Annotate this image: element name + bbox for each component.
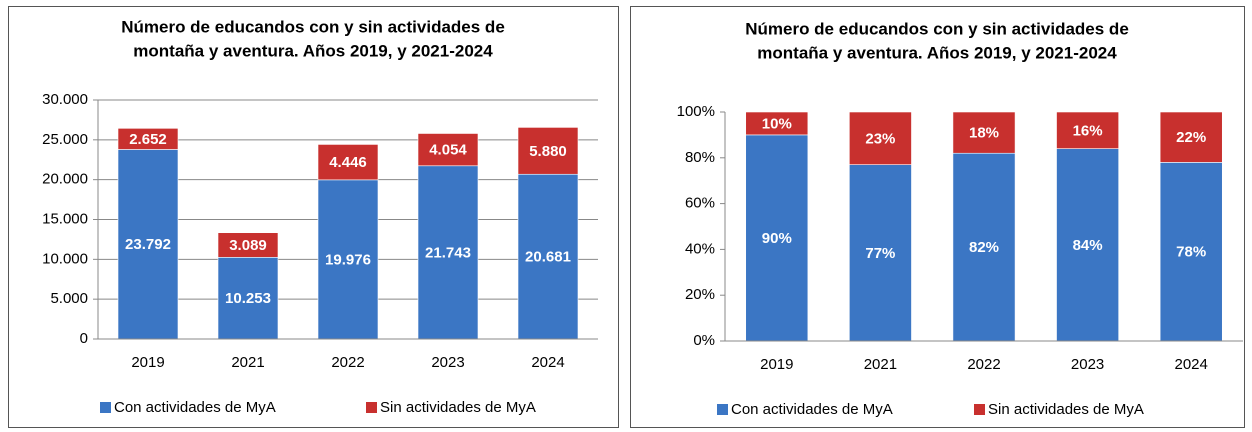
x-tick-label: 2022 [967,356,1000,373]
data-label: 10% [762,115,792,132]
y-tick-label: 20% [685,286,715,303]
y-tick-label: 100% [677,103,715,120]
x-tick-label: 2023 [431,354,464,371]
data-label: 3.089 [229,237,267,254]
chart-title: montaña y aventura. Años 2019, y 2021-20… [757,43,1117,62]
chart-frame [630,6,1245,428]
y-tick-label: 30.000 [42,91,88,108]
data-label: 4.446 [329,154,367,171]
bar-segment [217,232,279,258]
legend-label: Con actividades de MyA [114,399,276,416]
data-label: 20.681 [525,249,571,266]
data-label: 78% [1176,244,1206,261]
x-tick-label: 2024 [1175,356,1208,373]
data-label: 77% [865,245,895,262]
y-tick-label: 0% [693,332,715,349]
chart-title: Número de educandos con y sin actividade… [121,17,505,36]
data-label: 16% [1073,122,1103,139]
x-tick-label: 2024 [531,354,564,371]
chart-title: montaña y aventura. Años 2019, y 2021-20… [133,41,493,60]
bar-segment [1159,111,1223,163]
y-tick-label: 60% [685,195,715,212]
legend-swatch [100,402,111,413]
bar-segment [849,164,912,342]
data-label: 18% [969,125,999,142]
y-tick-label: 25.000 [42,131,88,148]
bar-segment [517,127,579,175]
y-tick-label: 15.000 [42,210,88,227]
chart-frame [8,6,619,428]
x-tick-label: 2019 [131,354,164,371]
data-label: 84% [1073,237,1103,254]
x-tick-label: 2022 [331,354,364,371]
bar-segment [417,133,479,167]
legend-swatch [974,404,985,415]
y-tick-label: 5.000 [50,290,88,307]
legend-label: Sin actividades de MyA [988,401,1144,418]
data-label: 82% [969,239,999,256]
bar-segment [517,173,579,340]
x-tick-label: 2021 [231,354,264,371]
chart-title: Número de educandos con y sin actividade… [745,19,1129,38]
data-label: 21.743 [425,244,471,261]
bar-segment [1056,148,1119,342]
data-label: 2.652 [129,131,167,148]
data-label: 23.792 [125,236,171,253]
y-tick-label: 0 [80,330,88,347]
bar-segment [1159,162,1223,342]
legend-label: Con actividades de MyA [731,401,893,418]
bar-segment [952,152,1016,342]
data-label: 90% [762,230,792,247]
y-tick-label: 20.000 [42,171,88,188]
bar-segment [952,111,1016,154]
bar-segment [745,111,809,136]
bar-segment [317,179,379,340]
x-tick-label: 2023 [1071,356,1104,373]
bar-segment [117,149,179,340]
y-tick-label: 40% [685,240,715,257]
data-label: 19.976 [325,251,371,268]
legend-label: Sin actividades de MyA [380,399,536,416]
bar-segment [417,165,479,340]
data-label: 4.054 [429,142,467,159]
data-label: 22% [1176,129,1206,146]
data-label: 23% [865,130,895,147]
bar-segment [317,144,379,181]
y-tick-label: 80% [685,149,715,166]
x-tick-label: 2021 [864,356,897,373]
x-tick-label: 2019 [760,356,793,373]
bar-segment [745,134,809,342]
data-label: 5.880 [529,143,567,160]
y-tick-label: 10.000 [42,250,88,267]
bar-segment [1056,111,1119,149]
legend-swatch [717,404,728,415]
data-label: 10.253 [225,290,271,307]
bar-segment [849,111,912,165]
bar-segment [117,128,179,150]
legend-swatch [366,402,377,413]
